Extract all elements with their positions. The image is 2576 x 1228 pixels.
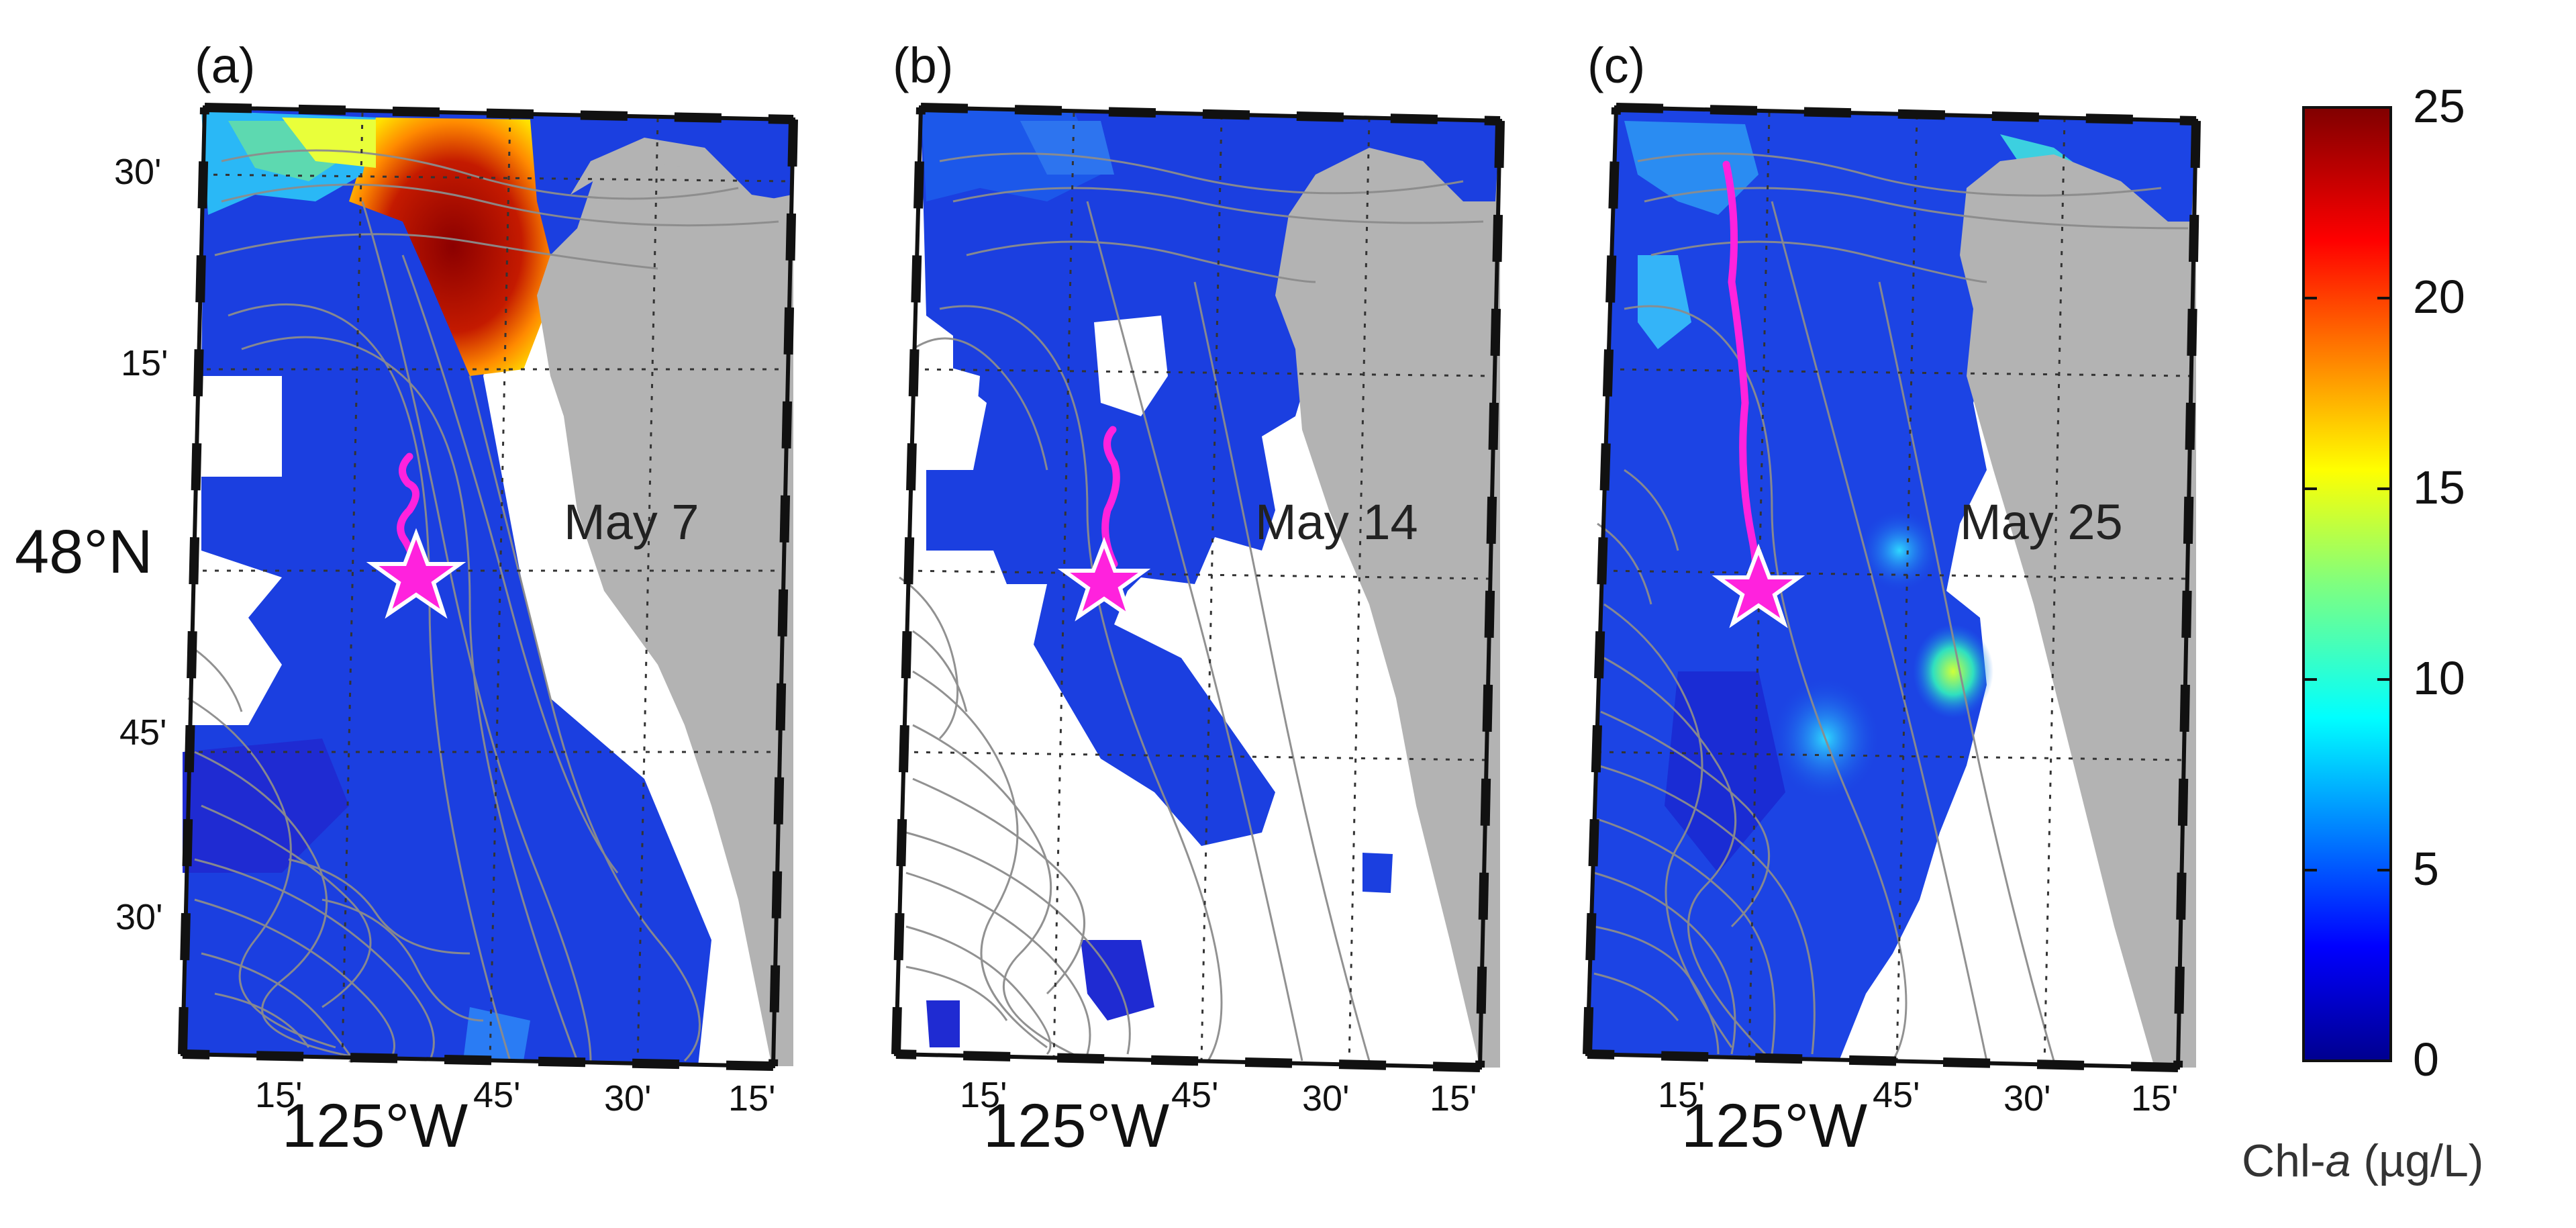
colorbar-tick-5: 5 (2413, 843, 2439, 895)
lat-tick-45-a: 45' (119, 712, 167, 753)
lon-tick-15-right-b: 15' (1430, 1078, 1477, 1119)
lon-tick-45-c: 45' (1873, 1075, 1920, 1115)
land-b (1262, 121, 1500, 1068)
colorbar-tick-10: 10 (2413, 652, 2465, 704)
lon-tick-30-c: 30' (2003, 1078, 2051, 1119)
lon-main-label-c: 125°W (1681, 1092, 1868, 1160)
map-panel-a (178, 103, 798, 1071)
station-star-a (366, 528, 466, 619)
date-label-a: May 7 (564, 494, 699, 550)
colorbar-tick-25: 25 (2413, 80, 2465, 132)
panel-label-a: (a) (195, 38, 256, 93)
lat-main-label-a: 48°N (15, 518, 153, 586)
lat-tick-30-top-a: 30' (114, 152, 162, 192)
lon-tick-45-b: 45' (1171, 1075, 1219, 1115)
lon-tick-15-left-c: 15' (1658, 1075, 1705, 1115)
lat-tick-30-bottom-a: 30' (115, 897, 163, 937)
drifter-track-c (1722, 160, 1760, 581)
lon-tick-30-a: 30' (604, 1078, 652, 1119)
colorbar-label-italic: a (2325, 1135, 2351, 1186)
panel-label-c: (c) (1587, 38, 1646, 93)
lon-tick-15-left-a: 15' (255, 1075, 303, 1115)
lon-main-label-b: 125°W (983, 1092, 1170, 1160)
date-label-c: May 25 (1960, 494, 2123, 550)
station-star-b (1057, 536, 1151, 622)
station-star-c (1712, 543, 1805, 628)
chl-field-a (183, 107, 793, 1066)
colorbar-tick-15: 15 (2413, 461, 2465, 514)
lon-tick-15-right-a: 15' (728, 1078, 776, 1119)
land-a (537, 120, 793, 1066)
date-label-b: May 14 (1255, 494, 1418, 550)
lon-tick-15-right-c: 15' (2131, 1078, 2179, 1119)
colorbar-label: Chl-a (µg/L) (2242, 1135, 2483, 1187)
lon-main-label-a: 125°W (282, 1092, 468, 1160)
lon-tick-15-left-b: 15' (960, 1075, 1007, 1115)
lon-tick-30-b: 30' (1302, 1078, 1350, 1119)
panel-label-b: (b) (893, 38, 954, 93)
colorbar-label-suffix: (µg/L) (2350, 1135, 2484, 1186)
colorbar (2302, 106, 2392, 1062)
map-panel-c (1583, 103, 2201, 1072)
colorbar-gradient (2302, 106, 2392, 1062)
colorbar-tick-20: 20 (2413, 271, 2465, 323)
land-c (1946, 121, 2196, 1068)
colorbar-tick-0: 0 (2413, 1033, 2439, 1086)
map-panel-b (891, 103, 1505, 1072)
lon-tick-45-a: 45' (473, 1075, 521, 1115)
lat-tick-15-a: 15' (121, 343, 168, 383)
drifter-track-b (1101, 426, 1120, 568)
colorbar-label-prefix: Chl- (2242, 1135, 2326, 1186)
